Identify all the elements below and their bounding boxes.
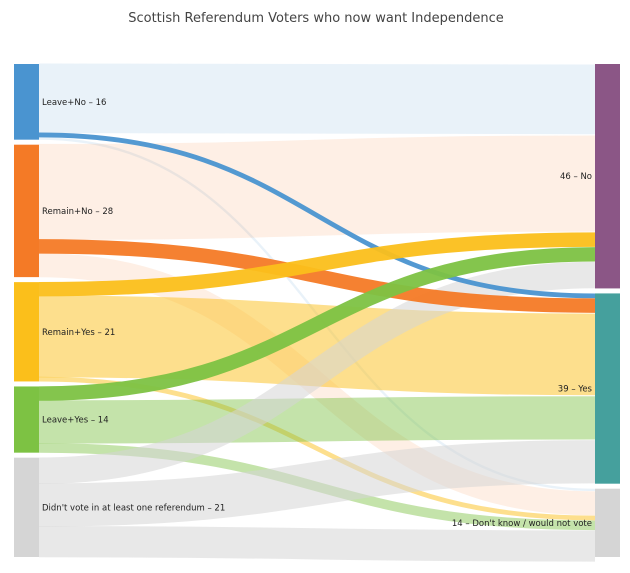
- solid-links-group: [38, 132, 596, 401]
- node-label-no: 46 – No: [560, 172, 592, 182]
- node-label-dk: 14 – Don't know / would not vote: [452, 519, 592, 529]
- node-yes: [595, 293, 620, 484]
- link-didnt_vote-to-dk: [38, 526, 596, 562]
- link-leave_no-to-no: [38, 63, 596, 135]
- chart-title: Scottish Referendum Voters who now want …: [128, 11, 504, 26]
- node-remain_yes: [14, 282, 39, 382]
- link-leave_yes-to-yes: [38, 396, 596, 444]
- link-remain_yes-to-yes: [38, 295, 596, 396]
- link-remain_yes-to-no: [38, 232, 596, 297]
- node-label-leave_no: Leave+No – 16: [42, 98, 106, 108]
- labels-group: Leave+No – 16 Remain+No – 28 Remain+Yes – …: [42, 98, 593, 529]
- link-leave_no-to-yes: [38, 132, 596, 299]
- nodes-group: [14, 64, 620, 557]
- node-didnt_vote: [14, 457, 39, 557]
- node-label-remain_no: Remain+No – 28: [42, 207, 113, 217]
- link-leave_yes-to-no: [38, 247, 596, 401]
- node-dk: [595, 488, 620, 557]
- node-remain_no: [14, 144, 39, 278]
- node-label-remain_yes: Remain+Yes – 21: [42, 328, 115, 338]
- node-leave_no: [14, 64, 39, 140]
- node-label-didnt_vote: Didn't vote in at least one referendum –…: [42, 503, 225, 513]
- node-leave_yes: [14, 386, 39, 453]
- link-didnt_vote-to-yes: [38, 440, 596, 527]
- node-label-yes: 39 – Yes: [558, 385, 593, 395]
- node-no: [595, 64, 620, 289]
- link-remain_no-to-no: [38, 135, 596, 241]
- link-remain_no-to-yes: [38, 239, 596, 313]
- node-label-leave_yes: Leave+Yes – 14: [42, 416, 109, 426]
